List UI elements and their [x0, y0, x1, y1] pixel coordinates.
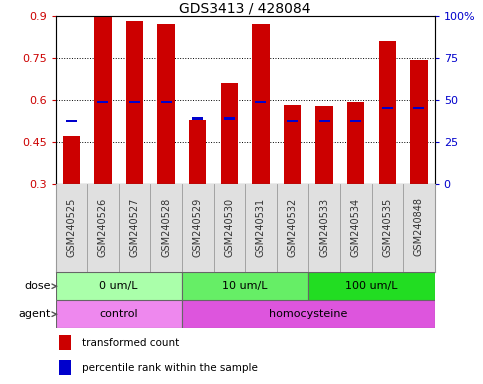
Bar: [157, 24, 175, 184]
Text: GSM240848: GSM240848: [414, 197, 424, 257]
Text: homocysteine: homocysteine: [269, 309, 347, 319]
Bar: [256, 101, 267, 103]
Text: GSM240534: GSM240534: [351, 197, 361, 257]
Bar: [284, 105, 301, 184]
Text: GSM240527: GSM240527: [129, 197, 140, 257]
Text: dose: dose: [24, 281, 51, 291]
Bar: [413, 107, 425, 109]
Bar: [382, 107, 393, 109]
Bar: [319, 119, 329, 122]
Text: 100 um/L: 100 um/L: [345, 281, 398, 291]
Text: 10 um/L: 10 um/L: [222, 281, 268, 291]
Bar: [350, 119, 361, 122]
Title: GDS3413 / 428084: GDS3413 / 428084: [179, 1, 311, 15]
Bar: [56, 272, 182, 300]
Text: GSM240535: GSM240535: [383, 197, 392, 257]
Text: percentile rank within the sample: percentile rank within the sample: [82, 362, 258, 372]
Bar: [308, 272, 435, 300]
Bar: [379, 41, 396, 184]
Bar: [59, 360, 71, 375]
Bar: [63, 136, 80, 184]
Bar: [315, 106, 333, 184]
Bar: [66, 119, 77, 122]
Text: control: control: [99, 309, 138, 319]
Text: 0 um/L: 0 um/L: [99, 281, 138, 291]
Text: GSM240530: GSM240530: [224, 197, 234, 257]
Bar: [129, 101, 140, 103]
Bar: [126, 21, 143, 184]
Text: GSM240528: GSM240528: [161, 197, 171, 257]
Text: GSM240531: GSM240531: [256, 197, 266, 257]
Bar: [56, 300, 182, 328]
Text: GSM240533: GSM240533: [319, 197, 329, 257]
Bar: [182, 272, 308, 300]
Text: transformed count: transformed count: [82, 338, 179, 348]
Bar: [182, 300, 435, 328]
Bar: [192, 118, 203, 119]
Text: GSM240529: GSM240529: [193, 197, 203, 257]
Bar: [252, 24, 270, 184]
Bar: [410, 60, 427, 184]
Text: GSM240532: GSM240532: [287, 197, 298, 257]
Text: GSM240525: GSM240525: [66, 197, 76, 257]
Bar: [161, 101, 171, 103]
Text: agent: agent: [18, 309, 51, 319]
Bar: [94, 17, 112, 184]
Bar: [287, 119, 298, 122]
Text: GSM240526: GSM240526: [98, 197, 108, 257]
Bar: [59, 335, 71, 350]
Bar: [221, 83, 238, 184]
Bar: [189, 121, 206, 184]
Bar: [98, 101, 109, 103]
Bar: [224, 118, 235, 119]
Bar: [347, 103, 364, 184]
